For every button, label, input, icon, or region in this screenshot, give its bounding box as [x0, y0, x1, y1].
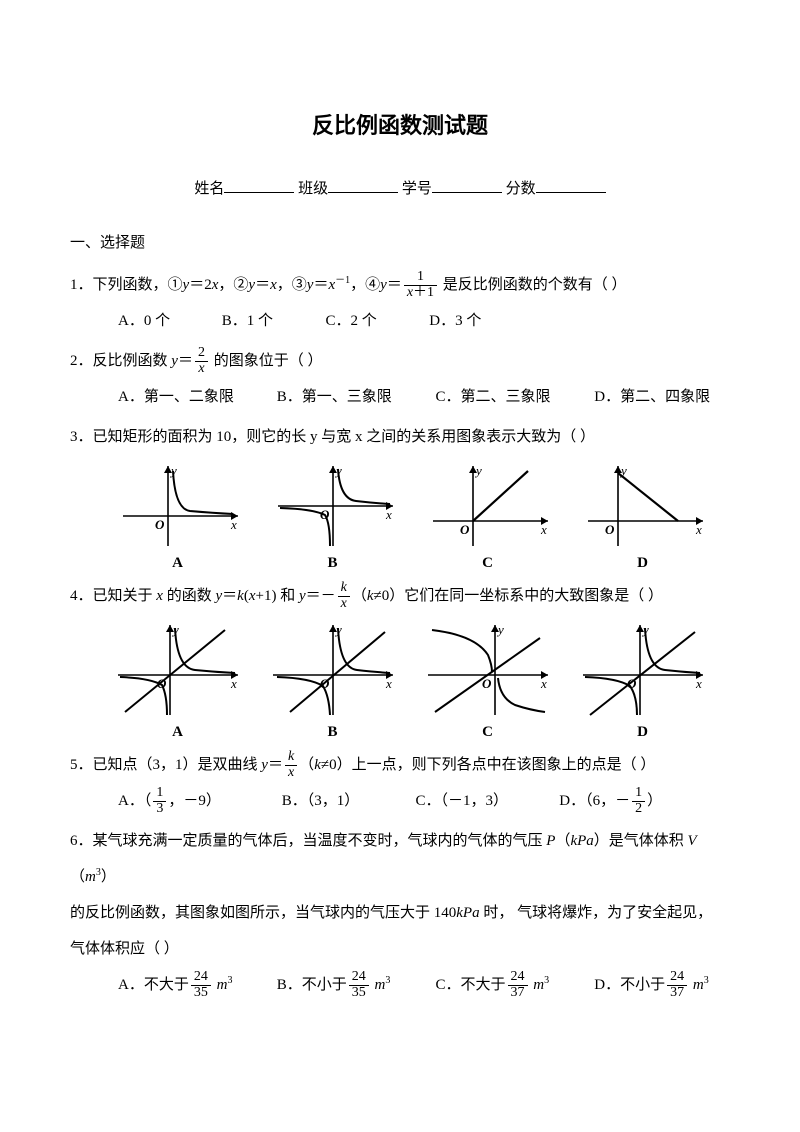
- svg-text:y: y: [619, 463, 627, 478]
- q3-graphs: y x O A y x O B: [70, 461, 730, 574]
- q5-opt-d: D．（6，－12）: [559, 783, 662, 819]
- q5-fraction: kx: [283, 750, 299, 780]
- q5-opt-c: C．（－1，3）: [416, 783, 556, 819]
- page: 反比例函数测试题 姓名 班级 学号 分数 一、选择题 1．下列函数，①y＝2x，…: [0, 0, 800, 1132]
- svg-text:O: O: [482, 676, 492, 691]
- question-4: 4．已知关于 x 的函数 y＝k(x+1) 和 y＝－kx（k≠0）它们在同一坐…: [70, 578, 730, 743]
- q2-opt-c: C．第二、三象限: [436, 379, 591, 415]
- score-label: 分数: [506, 181, 536, 197]
- q3-label-a: A: [100, 553, 255, 574]
- class-label: 班级: [298, 181, 328, 197]
- q3-graph-a: y x O A: [100, 461, 255, 574]
- svg-text:x: x: [695, 676, 702, 691]
- q6-opt-c: C．不大于2437 m3: [436, 967, 591, 1003]
- q5-opt-a: A．（13，－9）: [118, 783, 278, 819]
- q5-opt-b: B．（3，1）: [282, 783, 412, 819]
- svg-text:O: O: [605, 522, 615, 537]
- svg-text:O: O: [460, 522, 470, 537]
- q4-label-b: B: [255, 722, 410, 743]
- q1-opt-d: D．3 个: [429, 303, 529, 339]
- q4-graph-a: y x O A: [100, 620, 255, 743]
- id-label: 学号: [402, 181, 432, 197]
- svg-text:y: y: [169, 463, 177, 478]
- svg-text:x: x: [385, 676, 392, 691]
- q4-graph-b: y x O B: [255, 620, 410, 743]
- q1-options: A．0 个 B．1 个 C．2 个 D．3 个: [70, 303, 730, 339]
- svg-text:x: x: [540, 522, 547, 537]
- q3-graph-c: y x O C: [410, 461, 565, 574]
- svg-text:O: O: [627, 676, 637, 691]
- id-blank: [432, 177, 502, 193]
- name-blank: [224, 177, 294, 193]
- q2-opt-d: D．第二、四象限: [594, 379, 710, 415]
- q6-line3: 气体体积应（ ）: [70, 931, 730, 967]
- q4-text: 4．已知关于 x 的函数 y＝k(x+1) 和 y＝－kx（k≠0）它们在同一坐…: [70, 588, 663, 604]
- q2-options: A．第一、二象限 B．第一、三象限 C．第二、三象限 D．第二、四象限: [70, 379, 730, 415]
- q1-fraction: 1x＋1: [402, 270, 439, 300]
- q4-label-c: C: [410, 722, 565, 743]
- exam-title: 反比例函数测试题: [70, 100, 730, 153]
- svg-text:y: y: [334, 463, 342, 478]
- q4-label-a: A: [100, 722, 255, 743]
- svg-text:y: y: [474, 463, 482, 478]
- question-5: 5．已知点（3，1）是双曲线 y＝kx（k≠0）上一点，则下列各点中在该图象上的…: [70, 747, 730, 819]
- q2-opt-b: B．第一、三象限: [277, 379, 432, 415]
- q4-label-d: D: [565, 722, 720, 743]
- svg-text:O: O: [155, 517, 165, 532]
- q4-graphs: y x O A y x O: [70, 620, 730, 743]
- question-1: 1．下列函数，①y＝2x，②y＝x，③y＝x－1，④y＝1x＋1 是反比例函数的…: [70, 267, 730, 339]
- question-3: 3．已知矩形的面积为 10，则它的长 y 与宽 x 之间的关系用图象表示大致为（…: [70, 419, 730, 574]
- question-2: 2．反比例函数 y＝2x 的图象位于（ ） A．第一、二象限 B．第一、三象限 …: [70, 343, 730, 415]
- class-blank: [328, 177, 398, 193]
- q6-options: A．不大于2435 m3 B．不小于2435 m3 C．不大于2437 m3 D…: [70, 967, 730, 1003]
- svg-text:y: y: [171, 622, 179, 637]
- q1-opt-c: C．2 个: [326, 303, 426, 339]
- q6-opt-d: D．不小于2437 m3: [594, 967, 708, 1003]
- q3-text: 3．已知矩形的面积为 10，则它的长 y 与宽 x 之间的关系用图象表示大致为（…: [70, 419, 730, 455]
- q2-fraction: 2x: [193, 346, 210, 376]
- q2-text: 2．反比例函数 y＝2x 的图象位于（ ）: [70, 353, 322, 369]
- name-label: 姓名: [194, 181, 224, 197]
- student-info: 姓名 班级 学号 分数: [70, 171, 730, 207]
- question-6: 6．某气球充满一定质量的气体后，当温度不变时，气球内的气体的气压 P（kPa）是…: [70, 823, 730, 1003]
- q6-opt-a: A．不大于2435 m3: [118, 967, 273, 1003]
- svg-text:O: O: [157, 676, 167, 691]
- q3-label-d: D: [565, 553, 720, 574]
- svg-text:x: x: [230, 676, 237, 691]
- q5-text: 5．已知点（3，1）是双曲线 y＝kx（k≠0）上一点，则下列各点中在该图象上的…: [70, 757, 655, 773]
- svg-text:y: y: [641, 622, 649, 637]
- q2-opt-a: A．第一、二象限: [118, 379, 273, 415]
- svg-text:O: O: [320, 507, 330, 522]
- q6-line1: 6．某气球充满一定质量的气体后，当温度不变时，气球内的气体的气压 P（kPa）是…: [70, 823, 730, 895]
- svg-text:y: y: [496, 622, 504, 637]
- q4-graph-d: y x O D: [565, 620, 720, 743]
- svg-text:x: x: [540, 676, 547, 691]
- svg-text:x: x: [230, 517, 237, 532]
- svg-text:y: y: [334, 622, 342, 637]
- score-blank: [536, 177, 606, 193]
- q3-graph-d: y x O D: [565, 461, 720, 574]
- q4-graph-c: y x O C: [410, 620, 565, 743]
- q4-fraction: kx: [336, 581, 352, 611]
- section-heading: 一、选择题: [70, 225, 730, 261]
- svg-text:x: x: [385, 507, 392, 522]
- q3-label-b: B: [255, 553, 410, 574]
- q1-opt-b: B．1 个: [222, 303, 322, 339]
- q1-opt-a: A．0 个: [118, 303, 218, 339]
- q6-opt-b: B．不小于2435 m3: [277, 967, 432, 1003]
- q3-label-c: C: [410, 553, 565, 574]
- q1-text: 1．下列函数，①y＝2x，②y＝x，③y＝x－1，④y＝1x＋1 是反比例函数的…: [70, 277, 627, 293]
- q3-graph-b: y x O B: [255, 461, 410, 574]
- svg-text:O: O: [320, 676, 330, 691]
- q6-line2: 的反比例函数，其图象如图所示，当气球内的气压大于 140kPa 时， 气球将爆炸…: [70, 895, 730, 931]
- q5-options: A．（13，－9） B．（3，1） C．（－1，3） D．（6，－12）: [70, 783, 730, 819]
- svg-text:x: x: [695, 522, 702, 537]
